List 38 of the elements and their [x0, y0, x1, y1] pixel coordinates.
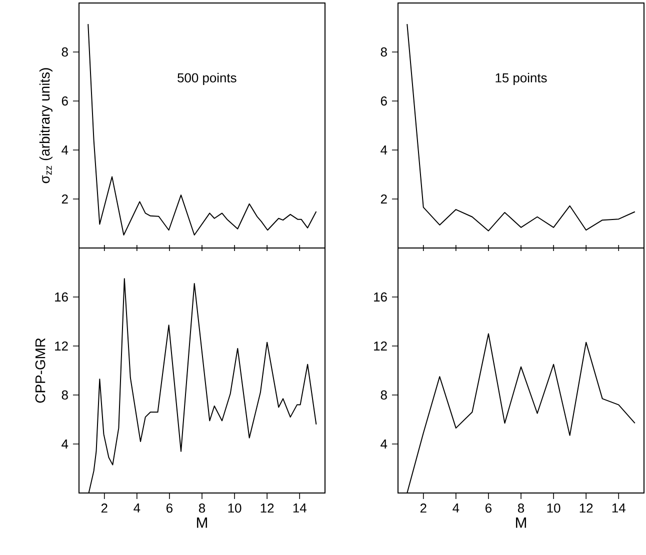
- y-tick-label: 6: [380, 96, 387, 106]
- line-series: [88, 24, 317, 236]
- x-tick-label: 6: [166, 504, 172, 513]
- x-axis-title: M: [516, 518, 526, 528]
- x-tick-label: 10: [228, 504, 242, 513]
- x-tick-label: 2: [420, 504, 426, 513]
- y-tick-label: 4: [62, 146, 68, 154]
- line-series: [406, 24, 636, 232]
- y-tick-label: 4: [62, 440, 68, 448]
- annotation: 15 points: [496, 72, 547, 85]
- y-tick-label: 2: [380, 194, 387, 204]
- x-tick-label: 2: [101, 504, 108, 513]
- y-axis-title: CPP-GMR: [35, 338, 46, 403]
- x-tick-label: 14: [293, 504, 306, 512]
- x-tick-label: 4: [452, 504, 460, 512]
- y-tick-label: 12: [374, 341, 387, 351]
- x-tick-label: 14: [612, 504, 626, 512]
- x-tick-label: 4: [134, 504, 140, 512]
- y-tick-label: 12: [55, 341, 68, 351]
- y-tick-label: 4: [380, 440, 388, 448]
- x-tick-label: 10: [547, 504, 560, 513]
- x-tick-label: 6: [486, 504, 492, 513]
- y-tick-label: 8: [380, 47, 387, 57]
- y-tick-label: 8: [380, 390, 387, 400]
- annotation: 500 points: [178, 72, 236, 85]
- y-tick-label: 8: [62, 47, 68, 57]
- y-tick-label: 2: [62, 194, 68, 204]
- y-axis-title: σ$_{zz}$ (arbitrary units): [39, 68, 52, 184]
- x-axis-title: M: [196, 518, 207, 528]
- y-tick-label: 16: [374, 292, 387, 302]
- x-tick-label: 8: [518, 504, 524, 513]
- y-tick-label: 16: [55, 292, 68, 302]
- y-tick-label: 4: [380, 146, 388, 154]
- y-tick-label: 6: [62, 96, 68, 106]
- x-tick-label: 8: [198, 504, 206, 513]
- y-tick-label: 8: [62, 390, 68, 400]
- x-tick-label: 12: [260, 504, 274, 513]
- x-tick-label: 12: [580, 504, 593, 513]
